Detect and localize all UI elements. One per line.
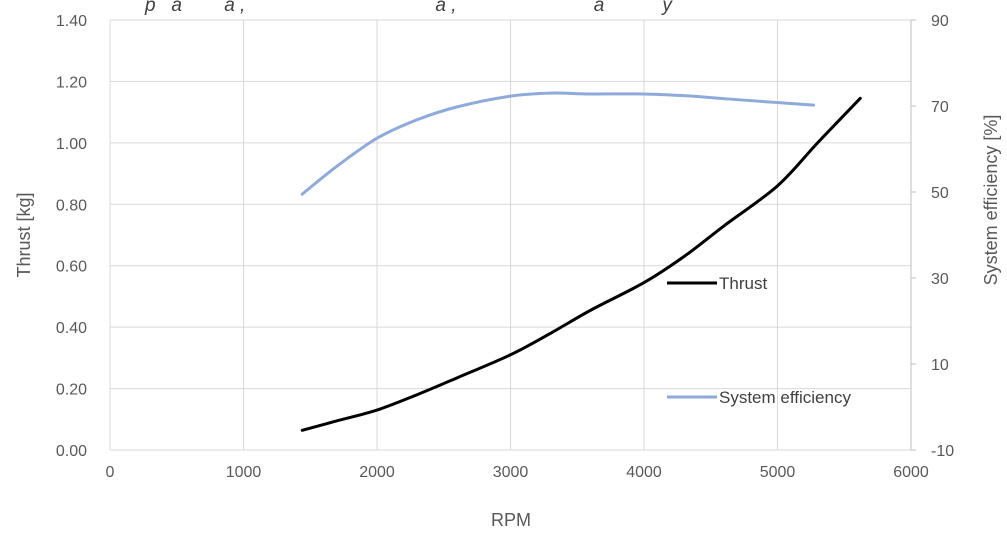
x-axis-title: RPM xyxy=(491,510,531,529)
y-right-tick-label: -10 xyxy=(931,443,954,460)
x-tick-label: 6000 xyxy=(893,464,929,481)
y-left-tick-label: 0.60 xyxy=(56,259,87,276)
legend-label-system-efficiency: System efficiency xyxy=(719,388,851,407)
x-tick-label: 1000 xyxy=(226,464,262,481)
grid-lines xyxy=(109,19,912,451)
legend: Thrust System efficiency xyxy=(667,274,851,407)
y-left-tick-label: 1.00 xyxy=(56,136,87,153)
series-lines xyxy=(300,91,862,432)
x-tick-label: 3000 xyxy=(493,464,529,481)
x-tick-label: 5000 xyxy=(760,464,796,481)
series-line-thrust xyxy=(300,96,862,432)
y-right-tick-label: 90 xyxy=(931,13,949,30)
tick-labels: 0 1000 2000 3000 4000 5000 6000 0.00 0.20 0.40 0.6… xyxy=(56,13,954,481)
x-tick-label: 4000 xyxy=(626,464,662,481)
y-left-tick-label: 0.00 xyxy=(56,443,87,460)
x-tick-label: 0 xyxy=(106,464,115,481)
legend-label-thrust: Thrust xyxy=(719,274,767,293)
x-tick-label: 2000 xyxy=(359,464,395,481)
y-right-tick-label: 50 xyxy=(931,185,949,202)
y-axis-title-left: Thrust [kg] xyxy=(14,192,34,277)
y-left-tick-label: 0.80 xyxy=(56,197,87,214)
series-line-system-efficiency xyxy=(300,91,816,196)
y-left-tick-label: 1.40 xyxy=(56,13,87,30)
y-right-tick-label: 70 xyxy=(931,99,949,116)
y-axis-title-right: System efficiency [%] xyxy=(981,115,1001,286)
y-left-tick-label: 0.20 xyxy=(56,382,87,399)
y-left-tick-label: 1.20 xyxy=(56,74,87,91)
y-left-tick-label: 0.40 xyxy=(56,320,87,337)
y-right-tick-label: 30 xyxy=(931,271,949,288)
axes xyxy=(910,19,916,451)
y-right-tick-label: 10 xyxy=(931,357,949,374)
chart-title-fragment: p a a , a , a y xyxy=(144,0,673,16)
